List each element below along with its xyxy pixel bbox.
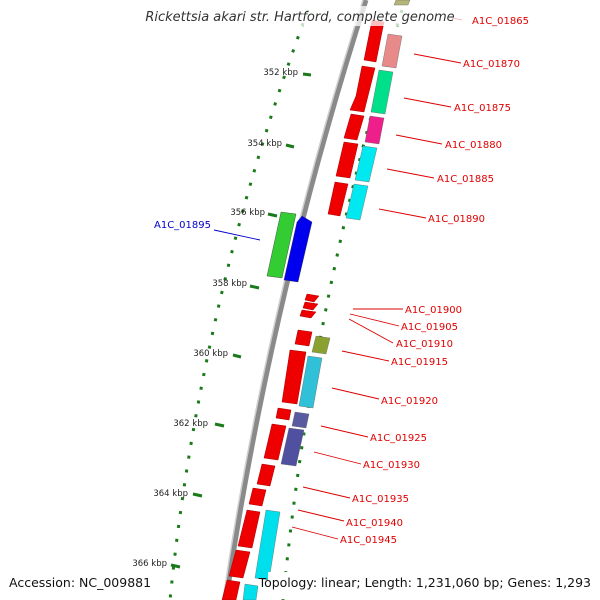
- gene-label-a1c-01890[interactable]: A1C_01890: [428, 214, 485, 225]
- kbp-tick-364: [192, 492, 203, 498]
- genome-backbone-highlight: [222, 0, 364, 600]
- gene-arrow[interactable]: [275, 407, 292, 421]
- leader-line: [331, 387, 380, 400]
- gene-label-a1c-01885[interactable]: A1C_01885: [437, 174, 494, 185]
- gene-box-cyan[interactable]: [345, 183, 369, 221]
- leader-line: [378, 208, 427, 219]
- footer-backdrop-right: [268, 572, 594, 592]
- kbp-tick-marks: [170, 72, 312, 569]
- leader-line: [302, 486, 351, 499]
- gene-label-a1c-01925[interactable]: A1C_01925: [370, 433, 427, 444]
- genome-backbone: [223, 0, 369, 600]
- gene-arrow[interactable]: [228, 549, 251, 579]
- gene-label-a1c-01935[interactable]: A1C_01935: [352, 494, 409, 505]
- gene-box-magenta[interactable]: [364, 115, 385, 145]
- footer-backdrop-left: [4, 572, 150, 592]
- leader-line: [403, 97, 452, 108]
- leader-line: [386, 168, 435, 179]
- kbp-tick-366: [170, 563, 181, 569]
- kbp-tick-358: [249, 284, 260, 290]
- title-backdrop: [136, 6, 468, 26]
- leader-line: [291, 526, 339, 540]
- kbp-label-352: 352 kbp: [263, 68, 298, 78]
- gene-arrow[interactable]: [299, 309, 317, 319]
- reverse-strand-genes: [266, 211, 313, 283]
- gene-label-a1c-01930[interactable]: A1C_01930: [363, 460, 420, 471]
- kbp-tick-356: [267, 212, 278, 218]
- gene-label-a1c-01875[interactable]: A1C_01875: [454, 103, 511, 114]
- gene-label-a1c-01870[interactable]: A1C_01870: [463, 59, 520, 70]
- gene-arrow-blue[interactable]: [283, 215, 313, 283]
- leader-line: [413, 53, 462, 64]
- leader-line: [313, 451, 362, 465]
- accession-label: Accession: NC_009881: [9, 575, 151, 590]
- gene-arrow[interactable]: [327, 181, 349, 217]
- gene-box-slate[interactable]: [280, 427, 305, 467]
- gene-box-olive[interactable]: [393, 0, 411, 6]
- kbp-tick-354: [285, 143, 295, 149]
- leader-line: [395, 134, 443, 145]
- gene-label-a1c-01880[interactable]: A1C_01880: [445, 140, 502, 151]
- kbp-label-354: 354 kbp: [247, 139, 282, 149]
- label-leader-lines: [291, 17, 463, 540]
- leader-line: [320, 425, 369, 438]
- gene-box-cyan[interactable]: [242, 583, 259, 600]
- genome-summary: Topology: linear; Length: 1,231,060 bp; …: [258, 575, 591, 590]
- gene-arrow[interactable]: [335, 141, 359, 179]
- gene-arrow[interactable]: [281, 349, 307, 405]
- gene-label-a1c-01905[interactable]: A1C_01905: [401, 322, 458, 333]
- gene-label-a1c-01920[interactable]: A1C_01920: [381, 396, 438, 407]
- gene-arrow[interactable]: [221, 579, 241, 600]
- gene-label-a1c-01910[interactable]: A1C_01910: [396, 339, 453, 350]
- kbp-tick-352: [302, 72, 312, 77]
- gene-box-olive-green[interactable]: [311, 335, 331, 355]
- gene-arrow[interactable]: [349, 65, 376, 113]
- gene-box-green[interactable]: [266, 211, 297, 279]
- leader-line-reverse: [213, 229, 261, 241]
- gene-label-a1c-01940[interactable]: A1C_01940: [346, 518, 403, 529]
- kbp-tick-362: [214, 422, 225, 428]
- gene-box-mint[interactable]: [370, 69, 394, 115]
- gene-arrow[interactable]: [302, 301, 319, 311]
- colored-genes: [242, 0, 411, 600]
- gene-label-a1c-01945[interactable]: A1C_01945: [340, 535, 397, 546]
- leader-line: [349, 313, 400, 327]
- kbp-label-364: 364 kbp: [153, 489, 188, 499]
- leader-line: [341, 350, 390, 362]
- gene-labels: A1C_01865 A1C_01870 A1C_01875 A1C_01880 …: [154, 16, 529, 546]
- inner-tick-ring: [168, 9, 310, 600]
- gene-arrow[interactable]: [263, 423, 287, 461]
- gene-box-slate[interactable]: [291, 411, 310, 429]
- gene-arrow[interactable]: [237, 509, 261, 549]
- gene-box-cyan[interactable]: [354, 145, 378, 183]
- gene-box-salmon[interactable]: [381, 33, 403, 69]
- gene-label-a1c-01900[interactable]: A1C_01900: [405, 305, 462, 316]
- kbp-label-366: 366 kbp: [132, 559, 167, 569]
- kbp-label-356: 356 kbp: [230, 208, 265, 218]
- kbp-labels: 352 kbp 354 kbp 356 kbp 358 kbp 360 kbp …: [132, 68, 298, 569]
- gene-arrow[interactable]: [248, 487, 267, 507]
- gene-label-a1c-01865[interactable]: A1C_01865: [472, 16, 529, 27]
- gene-arrow[interactable]: [343, 113, 365, 141]
- organism-title: Rickettsia akari str. Hartford, complete…: [145, 10, 454, 25]
- leader-line: [297, 509, 345, 522]
- gene-box-cyan-steel[interactable]: [298, 355, 323, 409]
- kbp-label-358: 358 kbp: [212, 279, 247, 289]
- gene-arrow[interactable]: [256, 463, 276, 487]
- leader-line: [348, 318, 394, 344]
- gene-arrow[interactable]: [363, 19, 385, 63]
- forward-strand-genes: [221, 19, 385, 600]
- gene-label-a1c-01915[interactable]: A1C_01915: [391, 357, 448, 368]
- gene-arrow[interactable]: [294, 329, 313, 347]
- gene-arrow[interactable]: [304, 293, 320, 303]
- gene-box-cyan[interactable]: [254, 509, 281, 581]
- kbp-label-360: 360 kbp: [193, 349, 228, 359]
- kbp-label-362: 362 kbp: [173, 419, 208, 429]
- kbp-tick-360: [232, 353, 242, 359]
- gene-label-a1c-01895[interactable]: A1C_01895: [154, 220, 211, 231]
